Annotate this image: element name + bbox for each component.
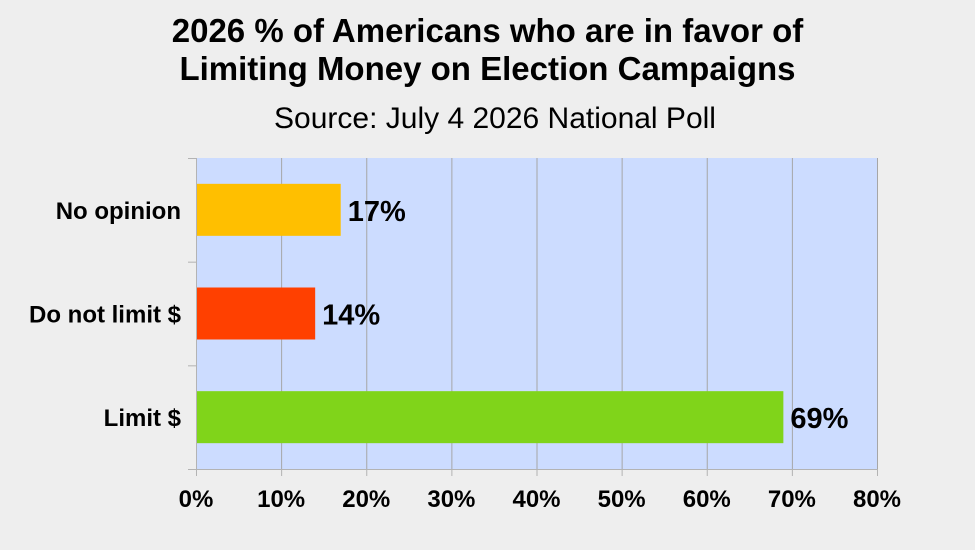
chart-subtitle: Source: July 4 2026 National Poll	[274, 102, 716, 135]
data-label: 14%	[322, 300, 380, 332]
x-tick-label: 50%	[598, 486, 646, 513]
x-tick-label: 40%	[512, 486, 560, 513]
category-label: No opinion	[56, 198, 181, 225]
x-tick-label: 80%	[853, 486, 901, 513]
x-tick-label: 30%	[427, 486, 475, 513]
data-label: 17%	[348, 196, 406, 228]
x-tick-label: 70%	[768, 486, 816, 513]
chart-title-line-2: Limiting Money on Election Campaigns	[179, 50, 796, 87]
bar	[196, 391, 784, 444]
x-tick-label: 60%	[683, 486, 731, 513]
x-tick-label: 0%	[179, 486, 214, 513]
chart-title: 2026 % of Americans who are in favor of …	[0, 12, 975, 88]
chart-title-line-1: 2026 % of Americans who are in favor of	[171, 12, 804, 49]
category-label: Do not limit $	[29, 302, 182, 329]
bar	[196, 183, 341, 236]
bar	[196, 287, 316, 340]
data-label: 69%	[790, 403, 848, 435]
category-label: Limit $	[104, 405, 182, 432]
x-tick-label: 10%	[257, 486, 305, 513]
x-tick-label: 20%	[342, 486, 390, 513]
